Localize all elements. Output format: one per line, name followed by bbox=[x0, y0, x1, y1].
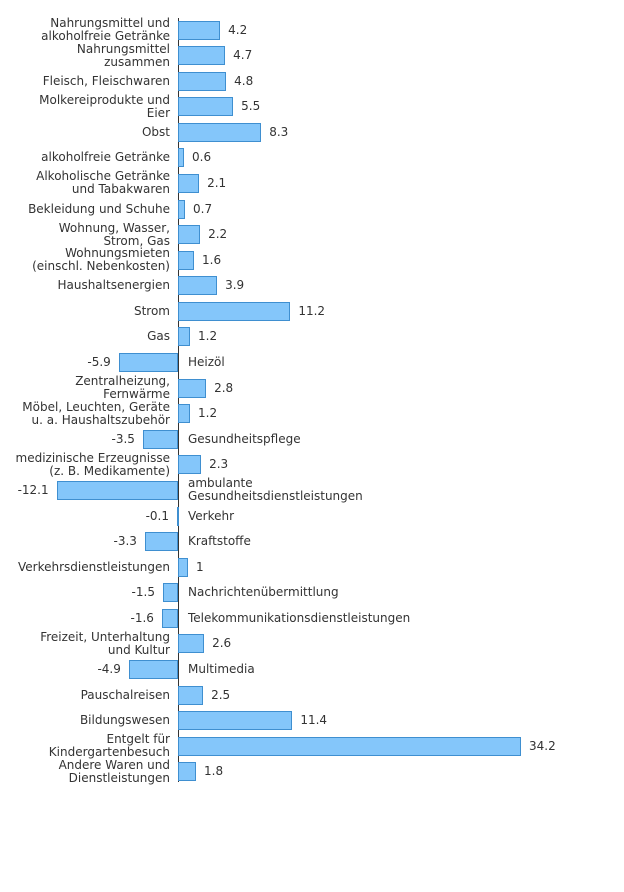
category-label: Gesundheitspflege bbox=[188, 431, 301, 446]
bar bbox=[178, 71, 227, 91]
bar bbox=[178, 250, 195, 270]
value-label: -0.1 bbox=[145, 508, 169, 523]
category-label: Wohnungsmieten (einschl. Nebenkosten) bbox=[32, 246, 170, 274]
value-label: 34.2 bbox=[529, 738, 556, 753]
category-label: Pauschalreisen bbox=[80, 687, 170, 702]
value-label: -1.6 bbox=[130, 610, 154, 625]
category-label: Möbel, Leuchten, Geräte u. a. Haushaltsz… bbox=[22, 399, 170, 427]
value-label: 2.2 bbox=[208, 227, 228, 242]
category-label: Nahrungsmittel zusammen bbox=[76, 41, 170, 69]
bar bbox=[144, 532, 178, 552]
bar bbox=[128, 660, 178, 679]
value-label: 8.3 bbox=[269, 124, 289, 139]
value-label: 2.6 bbox=[212, 636, 232, 651]
value-label: 11.2 bbox=[298, 303, 326, 318]
category-label: Bildungswesen bbox=[79, 713, 170, 728]
value-label: 1 bbox=[196, 559, 204, 574]
value-label: 0.7 bbox=[193, 201, 213, 216]
bar bbox=[178, 276, 218, 296]
value-label: -5.9 bbox=[87, 355, 111, 370]
bar bbox=[178, 46, 226, 66]
category-label: Strom bbox=[133, 303, 170, 318]
value-label: 2.3 bbox=[209, 457, 229, 472]
category-label: Nachrichtenübermittlung bbox=[188, 585, 339, 600]
value-label: -1.5 bbox=[131, 585, 155, 600]
value-label: 1.8 bbox=[204, 764, 224, 779]
category-label: Freizeit, Unterhaltung und Kultur bbox=[40, 629, 170, 657]
value-label: 1.2 bbox=[198, 406, 218, 421]
category-label: alkoholfreie Getränke bbox=[41, 150, 170, 165]
category-label: Heizöl bbox=[188, 355, 225, 370]
value-label: 2.1 bbox=[207, 175, 227, 190]
value-label: 11.4 bbox=[300, 713, 328, 728]
bar bbox=[178, 122, 262, 142]
value-label: 1.6 bbox=[202, 252, 222, 267]
value-label: -4.9 bbox=[97, 662, 121, 676]
bar bbox=[178, 199, 186, 219]
bar bbox=[118, 353, 178, 373]
category-label: Haushaltsenergien bbox=[57, 278, 170, 293]
bar bbox=[56, 480, 178, 500]
value-label: 4.7 bbox=[233, 48, 253, 63]
bar bbox=[178, 634, 205, 654]
value-label: 4.8 bbox=[234, 73, 254, 88]
bar bbox=[178, 148, 185, 168]
category-label: Alkoholische Getränke und Tabakwaren bbox=[36, 169, 170, 197]
category-label: Fleisch, Fleischwaren bbox=[42, 73, 170, 88]
bar bbox=[178, 736, 522, 756]
category-label: Nahrungsmittel und alkoholfreie Getränke bbox=[41, 16, 170, 43]
bar bbox=[178, 685, 204, 705]
bar bbox=[178, 455, 202, 475]
category-label: medizinische Erzeugnisse (z. B. Medikame… bbox=[15, 450, 171, 478]
bar bbox=[178, 378, 207, 398]
category-label: Telekommunikationsdienstleistungen bbox=[188, 610, 411, 625]
value-label: 3.9 bbox=[225, 278, 245, 293]
category-label: ambulante Gesundheitsdienstleistungen bbox=[188, 476, 363, 504]
bar bbox=[178, 404, 191, 424]
bar bbox=[178, 225, 201, 245]
value-label: -12.1 bbox=[17, 482, 49, 497]
bar bbox=[178, 97, 234, 117]
category-label: Entgelt für Kindergartenbesuch bbox=[48, 732, 170, 760]
bar bbox=[178, 173, 200, 193]
category-label: Kraftstoffe bbox=[188, 534, 251, 549]
bar bbox=[176, 506, 179, 526]
category-label: Obst bbox=[141, 124, 170, 139]
category-label: Andere Waren und Dienstleistungen bbox=[58, 757, 170, 785]
category-label: Gas bbox=[147, 329, 170, 344]
value-label: 1.2 bbox=[198, 329, 218, 344]
axis-line bbox=[178, 18, 179, 782]
value-label: -3.5 bbox=[111, 431, 135, 446]
category-label: Multimedia bbox=[188, 662, 255, 676]
bar bbox=[178, 762, 197, 782]
category-label: Molkereiprodukte und Eier bbox=[39, 92, 170, 120]
value-label: 5.5 bbox=[241, 99, 261, 114]
category-label: Wohnung, Wasser, Strom, Gas bbox=[58, 220, 170, 248]
bar bbox=[178, 711, 293, 731]
value-label: 4.2 bbox=[228, 22, 248, 37]
value-label: -3.3 bbox=[113, 534, 137, 549]
bar bbox=[178, 301, 291, 321]
category-label: Verkehrsdienstleistungen bbox=[17, 559, 170, 574]
bar bbox=[162, 583, 178, 603]
value-label: 0.6 bbox=[192, 150, 212, 165]
category-label: Verkehr bbox=[188, 508, 235, 523]
value-label: 2.8 bbox=[214, 380, 234, 395]
bar bbox=[178, 20, 221, 40]
value-label: 2.5 bbox=[211, 687, 231, 702]
bar bbox=[178, 327, 191, 347]
bar bbox=[142, 429, 178, 449]
bar bbox=[178, 557, 189, 577]
bar bbox=[161, 608, 178, 628]
category-label: Bekleidung und Schuhe bbox=[28, 201, 170, 216]
category-label: Zentralheizung, Fernwärme bbox=[75, 374, 170, 402]
